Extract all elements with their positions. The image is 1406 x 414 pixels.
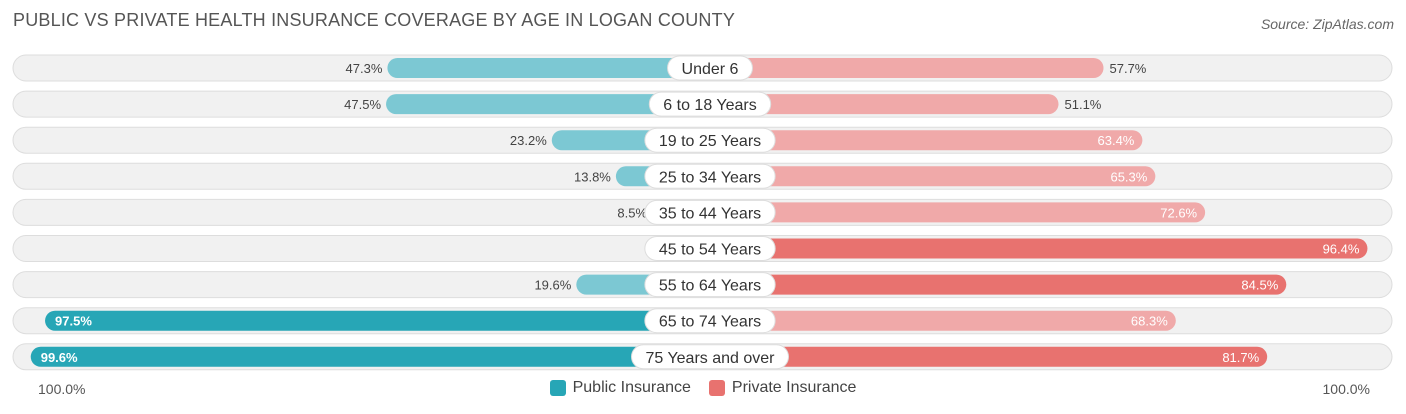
private-bar xyxy=(710,166,1156,187)
axis-right-label: 100.0% xyxy=(1322,381,1370,397)
category-label: 25 to 34 Years xyxy=(659,169,761,186)
public-bar xyxy=(30,346,710,367)
source-label: Source: ZipAtlas.com xyxy=(1260,16,1394,32)
category-label: Under 6 xyxy=(682,61,739,78)
private-value-label: 81.7% xyxy=(1222,350,1259,365)
public-value-label: 13.8% xyxy=(574,169,611,184)
private-bar xyxy=(710,238,1368,259)
category-pill xyxy=(644,236,776,261)
category-pill xyxy=(631,344,789,370)
category-label: 65 to 74 Years xyxy=(659,314,761,331)
category-pill xyxy=(644,308,776,334)
public-bar xyxy=(45,310,711,331)
category-label: 6 to 18 Years xyxy=(663,97,756,114)
public-value-label: 47.3% xyxy=(346,61,383,76)
legend-item-public[interactable]: Public Insurance xyxy=(549,379,691,397)
private-value-label: 68.3% xyxy=(1131,314,1168,329)
public-value-label: 19.6% xyxy=(534,278,571,293)
category-pill xyxy=(667,55,753,81)
legend-label-private: Private Insurance xyxy=(731,379,857,396)
legend-swatch-public xyxy=(549,380,566,396)
category-label: 45 to 54 Years xyxy=(659,242,761,259)
private-bar xyxy=(710,346,1268,367)
legend-item-private[interactable]: Private Insurance xyxy=(708,379,857,397)
category-pill xyxy=(644,127,776,153)
legend: Public Insurance Private Insurance xyxy=(0,379,1406,397)
chart-title: PUBLIC VS PRIVATE HEALTH INSURANCE COVER… xyxy=(13,10,736,30)
private-value-label: 96.4% xyxy=(1323,242,1360,257)
category-pill xyxy=(648,91,772,117)
private-bar xyxy=(710,310,1176,331)
public-bar xyxy=(386,94,710,115)
category-pill xyxy=(644,199,776,225)
category-label: 19 to 25 Years xyxy=(659,133,761,150)
private-value-label: 63.4% xyxy=(1098,133,1135,148)
public-value-label: 23.2% xyxy=(510,133,547,148)
private-value-label: 65.3% xyxy=(1110,169,1147,184)
private-value-label: 51.1% xyxy=(1065,97,1102,112)
axis-left-label: 100.0% xyxy=(38,381,86,397)
category-pill xyxy=(644,272,776,298)
public-value-label: 8.5% xyxy=(617,205,647,220)
category-label: 35 to 44 Years xyxy=(659,205,761,222)
category-pill xyxy=(644,163,776,189)
private-value-label: 57.7% xyxy=(1110,61,1147,76)
private-value-label: 84.5% xyxy=(1241,278,1278,293)
legend-swatch-private xyxy=(708,380,725,396)
private-value-label: 72.6% xyxy=(1160,205,1197,220)
private-bar xyxy=(710,130,1143,151)
public-value-label: 99.6% xyxy=(41,350,78,365)
private-bar xyxy=(710,94,1059,115)
public-value-label: 47.5% xyxy=(344,97,381,112)
category-label: 55 to 64 Years xyxy=(659,278,761,295)
private-bar xyxy=(710,202,1206,223)
public-bar xyxy=(387,58,710,78)
public-value-label: 97.5% xyxy=(55,314,92,329)
private-bar xyxy=(710,58,1104,78)
legend-label-public: Public Insurance xyxy=(572,379,691,396)
category-label: 75 Years and over xyxy=(646,350,776,367)
private-bar xyxy=(710,274,1287,295)
